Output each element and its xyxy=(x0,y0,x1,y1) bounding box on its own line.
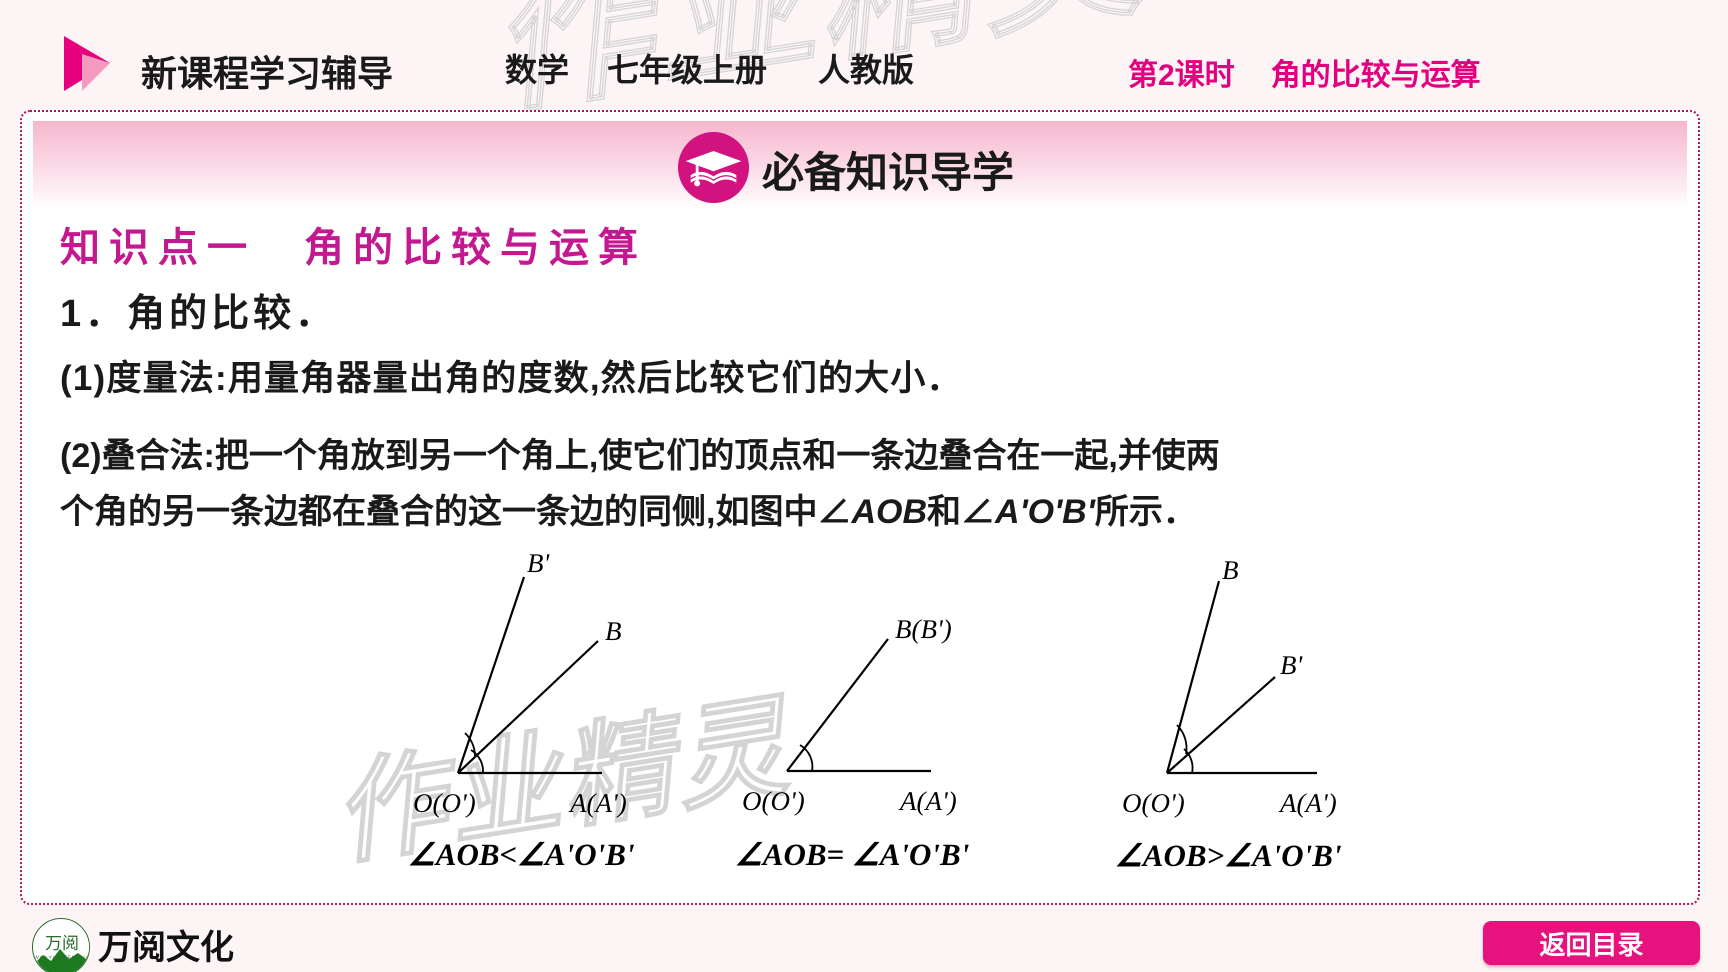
svg-text:B(B'): B(B') xyxy=(895,614,952,644)
svg-text:A(A'): A(A') xyxy=(898,786,957,816)
svg-text:万阅: 万阅 xyxy=(45,934,79,953)
svg-text:∠AOB>∠A'O'B': ∠AOB>∠A'O'B' xyxy=(1115,838,1342,873)
svg-text:O(O'): O(O') xyxy=(742,786,805,816)
svg-text:B: B xyxy=(1222,555,1239,585)
svg-text:∠AOB= ∠A'O'B': ∠AOB= ∠A'O'B' xyxy=(735,837,969,872)
svg-text:O(O'): O(O') xyxy=(1122,788,1185,818)
svg-text:O(O'): O(O') xyxy=(413,788,476,818)
svg-text:B: B xyxy=(605,616,622,646)
svg-text:A(A'): A(A') xyxy=(1278,788,1337,818)
svg-text:B': B' xyxy=(527,548,550,578)
svg-text:B': B' xyxy=(1280,650,1303,680)
svg-text:∠AOB<∠A'O'B': ∠AOB<∠A'O'B' xyxy=(408,837,635,872)
svg-text:WANYUEWENHUA: WANYUEWENHUA xyxy=(34,955,90,961)
svg-text:A(A'): A(A') xyxy=(568,788,627,818)
